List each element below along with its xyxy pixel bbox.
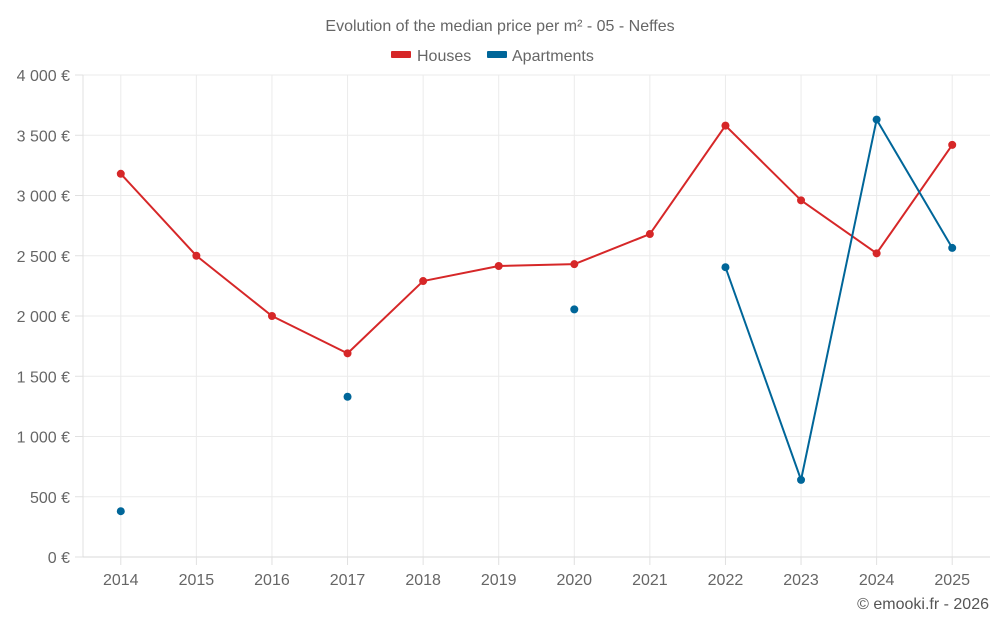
data-point-apartments-2022[interactable] [721, 263, 730, 272]
data-point-apartments-2025[interactable] [948, 243, 957, 252]
y-tick-label: 4 000 € [17, 68, 70, 85]
chart-title: Evolution of the median price per m² - 0… [325, 18, 674, 35]
y-tick-label: 500 € [30, 490, 70, 507]
x-tick-label: 2016 [254, 572, 290, 589]
x-tick-label: 2018 [405, 572, 441, 589]
series-apartments [116, 115, 957, 516]
legend-swatch-apartments [487, 51, 507, 58]
y-axis-ticks: 0 € 500 € 1 000 € 1 500 € 2 000 € 2 500 € 3 00… [17, 68, 83, 567]
data-point-houses-2017[interactable] [343, 349, 352, 358]
data-point-houses-2018[interactable] [419, 277, 428, 286]
x-tick-label: 2024 [859, 572, 895, 589]
data-point-houses-2015[interactable] [192, 251, 201, 260]
data-point-houses-2023[interactable] [797, 196, 806, 205]
x-tick-label: 2022 [708, 572, 744, 589]
x-tick-label: 2023 [783, 572, 819, 589]
legend-item-apartments[interactable]: Apartments [487, 48, 594, 65]
series-layer [116, 115, 957, 516]
y-tick-label: 0 € [48, 550, 70, 567]
y-tick-label: 2 000 € [17, 309, 70, 326]
data-point-houses-2025[interactable] [948, 140, 957, 149]
credit-text: © emooki.fr - 2026 [857, 596, 989, 613]
data-point-apartments-2023[interactable] [797, 475, 806, 484]
data-point-houses-2022[interactable] [721, 121, 730, 130]
data-point-houses-2021[interactable] [645, 230, 654, 239]
legend: Houses Apartments [391, 48, 594, 65]
data-point-houses-2016[interactable] [267, 312, 276, 320]
y-tick-label: 3 500 € [17, 128, 70, 145]
data-point-apartments-2024[interactable] [872, 115, 881, 124]
data-point-apartments-2014[interactable] [116, 507, 125, 516]
y-tick-label: 1 000 € [17, 430, 70, 447]
series-line-apartments [724, 118, 954, 481]
x-tick-label: 2017 [330, 572, 366, 589]
x-tick-label: 2020 [556, 572, 592, 589]
legend-label-apartments: Apartments [512, 48, 594, 65]
data-point-houses-2020[interactable] [570, 260, 579, 269]
series-houses [116, 121, 957, 358]
x-tick-label: 2015 [179, 572, 215, 589]
x-axis-ticks: 2014 2015 2016 2017 2018 2019 2020 2021 2022 2023… [103, 557, 970, 589]
x-tick-label: 2021 [632, 572, 668, 589]
data-point-apartments-2020[interactable] [570, 305, 579, 314]
legend-label-houses: Houses [417, 48, 471, 65]
x-tick-label: 2019 [481, 572, 517, 589]
x-tick-label: 2025 [934, 572, 970, 589]
y-tick-label: 3 000 € [17, 189, 70, 206]
data-point-apartments-2017[interactable] [343, 392, 352, 401]
x-tick-label: 2014 [103, 572, 139, 589]
y-tick-label: 2 500 € [17, 249, 70, 266]
grid [83, 74, 990, 557]
y-tick-label: 1 500 € [17, 369, 70, 386]
data-point-houses-2024[interactable] [872, 249, 881, 258]
series-line-houses [120, 124, 954, 355]
legend-item-houses[interactable]: Houses [391, 48, 471, 65]
legend-swatch-houses [391, 51, 411, 58]
data-point-houses-2014[interactable] [116, 169, 125, 178]
data-point-houses-2019[interactable] [494, 261, 503, 270]
